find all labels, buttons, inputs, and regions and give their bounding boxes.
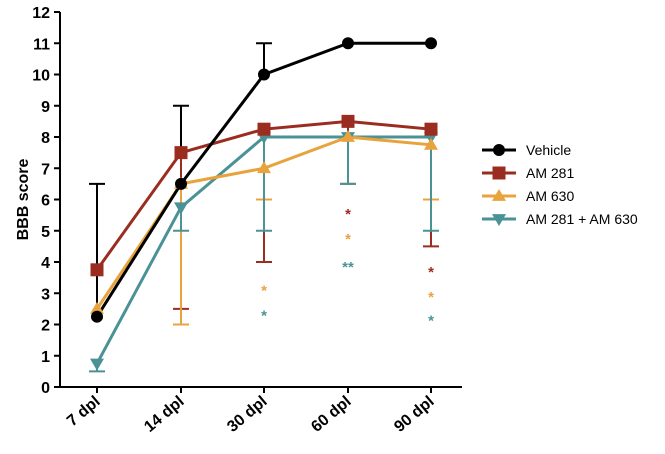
y-tick-label: 12 xyxy=(32,5,50,22)
legend-marker xyxy=(492,166,506,180)
y-tick-label: 1 xyxy=(41,349,50,366)
significance-marker: ** xyxy=(342,259,354,276)
y-tick-label: 9 xyxy=(41,99,50,116)
x-tick-label: 30 dpl xyxy=(224,393,270,436)
legend-label: AM 630 xyxy=(526,188,574,204)
data-point xyxy=(174,146,188,160)
significance-annotations: ****** *** xyxy=(261,206,434,329)
data-point xyxy=(175,177,187,190)
x-tick-label: 60 dpl xyxy=(308,393,354,436)
significance-marker: * xyxy=(261,308,267,325)
y-tick-label: 2 xyxy=(41,318,50,335)
data-point xyxy=(424,122,438,136)
data-point xyxy=(174,202,188,215)
y-tick-label: 6 xyxy=(41,193,50,210)
y-tick-label: 8 xyxy=(41,130,50,147)
significance-marker: * xyxy=(261,283,267,300)
data-point xyxy=(90,358,104,371)
significance-marker: * xyxy=(345,231,351,248)
data-point xyxy=(341,114,355,128)
data-point xyxy=(90,263,104,277)
data-point xyxy=(257,122,271,136)
x-tick-label: 14 dpl xyxy=(141,393,187,436)
y-axis-title: BBB score xyxy=(15,159,32,241)
significance-marker: * xyxy=(428,264,434,281)
y-tick-label: 4 xyxy=(41,255,50,272)
data-point xyxy=(257,161,271,174)
legend: Vehicle AM 281 AM 630 AM 281 + AM 630 xyxy=(482,142,638,227)
data-point xyxy=(90,301,104,314)
y-tick-label: 10 xyxy=(32,68,50,85)
significance-marker: * xyxy=(345,206,351,223)
y-tick-label: 7 xyxy=(41,161,50,178)
y-tick-label: 5 xyxy=(41,224,50,241)
data-point xyxy=(258,68,270,81)
y-tick-label: 11 xyxy=(33,36,50,53)
legend-marker xyxy=(492,214,506,226)
significance-marker: * xyxy=(428,289,434,306)
data-point xyxy=(342,37,354,50)
y-tick-label: 0 xyxy=(41,380,50,397)
series-markers xyxy=(90,37,438,371)
data-point xyxy=(91,310,103,323)
data-point xyxy=(341,130,355,142)
legend-marker xyxy=(492,189,506,201)
legend-label: AM 281 + AM 630 xyxy=(526,211,638,227)
data-point xyxy=(425,37,437,50)
legend-marker xyxy=(493,144,505,156)
x-tick-label: 7 dpl xyxy=(64,393,104,430)
y-tick-label: 3 xyxy=(41,286,50,303)
data-point xyxy=(424,137,438,150)
legend-label: AM 281 xyxy=(526,165,574,181)
x-tick-label: 90 dpl xyxy=(391,393,437,436)
significance-marker: * xyxy=(428,312,434,329)
legend-label: Vehicle xyxy=(526,142,571,158)
